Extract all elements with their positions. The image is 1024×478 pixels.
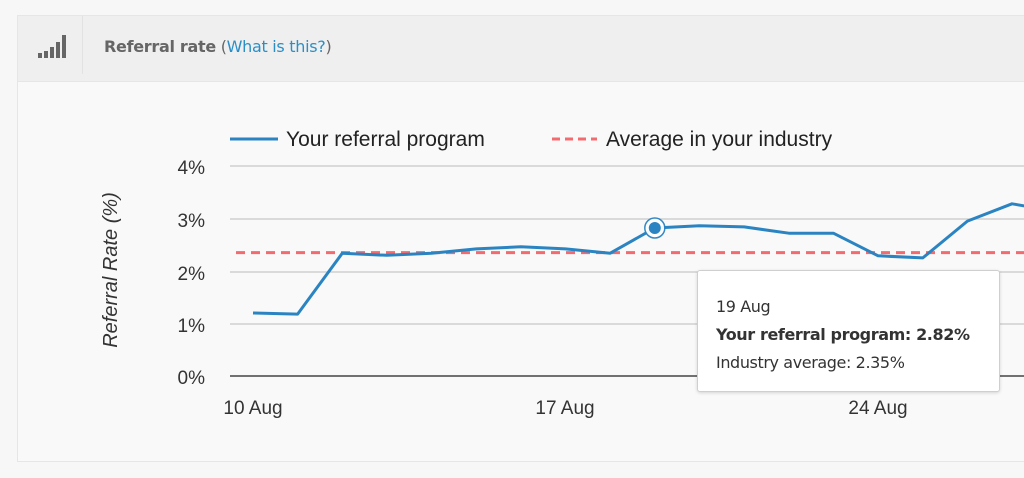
y-tick: 4% xyxy=(178,158,206,179)
header-divider xyxy=(82,16,83,74)
y-tick: 3% xyxy=(178,211,206,232)
y-tick: 2% xyxy=(178,264,206,285)
y-axis-label: Referral Rate (%) xyxy=(100,192,122,348)
x-tick: 24 Aug xyxy=(848,398,907,419)
x-tick: 10 Aug xyxy=(223,398,282,419)
card-header: Referral rate (What is this?) xyxy=(18,16,1024,82)
y-axis-ticks: 4% 3% 2% 1% 0% xyxy=(178,158,206,389)
legend-item-your-program[interactable]: Your referral program xyxy=(230,128,485,151)
y-tick: 0% xyxy=(178,368,206,389)
legend-item-industry-average[interactable]: Average in your industry xyxy=(552,128,833,151)
chart-tooltip: 19 Aug Your referral program: 2.82% Indu… xyxy=(697,270,1000,392)
legend-label: Your referral program xyxy=(286,128,485,151)
card-title: Referral rate (What is this?) xyxy=(104,37,332,56)
tooltip-average-value: Industry average: 2.35% xyxy=(716,353,905,372)
x-axis-ticks: 10 Aug 17 Aug 24 Aug xyxy=(223,398,907,419)
legend: Your referral program Average in your in… xyxy=(230,128,833,151)
tooltip-date: 19 Aug xyxy=(716,297,771,316)
y-tick: 1% xyxy=(178,316,206,337)
paren-open: ( xyxy=(220,37,227,56)
what-is-this-link[interactable]: What is this? xyxy=(226,37,326,56)
card-title-text: Referral rate xyxy=(104,37,216,56)
paren-close: ) xyxy=(325,37,332,56)
hover-point-marker[interactable] xyxy=(644,217,666,239)
tooltip-series-value: Your referral program: 2.82% xyxy=(716,325,970,344)
x-tick: 17 Aug xyxy=(535,398,594,419)
signal-bars-icon xyxy=(38,35,66,58)
legend-label: Average in your industry xyxy=(606,128,833,151)
referral-rate-card: Referral rate (What is this?) xyxy=(17,15,1024,462)
